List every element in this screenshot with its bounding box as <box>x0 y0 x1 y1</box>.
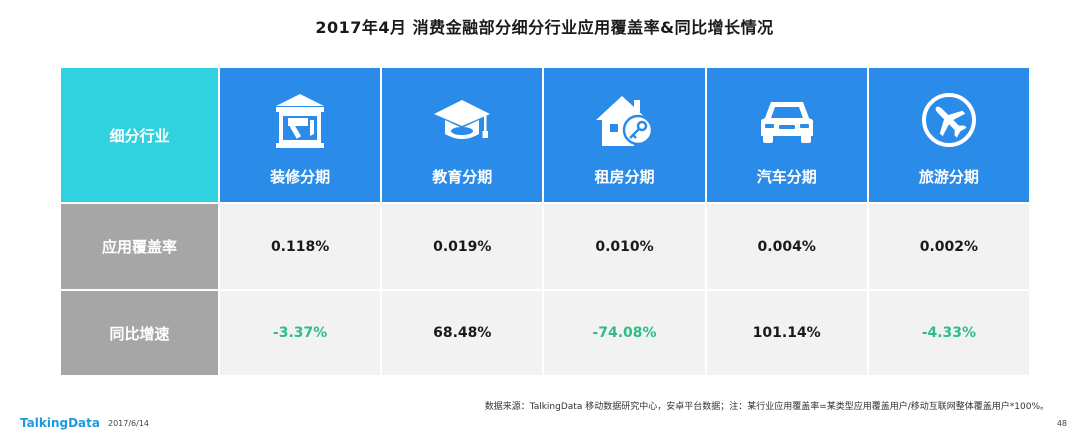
column-header-travel: 旅游分期 <box>868 68 1029 202</box>
brand-logo: TalkingData <box>20 416 100 430</box>
industry-table: 细分行业 装修分期 教育分期 <box>61 68 1029 375</box>
column-header-rental: 租房分期 <box>544 68 705 202</box>
column-header-auto: 汽车分期 <box>706 68 867 202</box>
growth-value-rental: -74.08% <box>544 291 705 375</box>
corner-header: 细分行业 <box>61 68 218 202</box>
column-label: 教育分期 <box>432 168 493 186</box>
column-header-renovation: 装修分期 <box>220 68 381 202</box>
coverage-value-travel: 0.002% <box>868 204 1029 289</box>
car-icon <box>757 90 817 150</box>
graduation-cap-icon <box>432 90 492 150</box>
footer-date: 2017/6/14 <box>108 419 150 428</box>
column-label: 租房分期 <box>594 168 655 186</box>
row-header-coverage: 应用覆盖率 <box>61 204 218 289</box>
growth-value-education: 68.48% <box>382 291 543 375</box>
coverage-value-auto: 0.004% <box>706 204 867 289</box>
growth-value-auto: 101.14% <box>706 291 867 375</box>
coverage-value-education: 0.019% <box>382 204 543 289</box>
house-key-icon <box>594 90 654 150</box>
renovation-icon <box>270 90 330 150</box>
column-label: 装修分期 <box>270 168 331 186</box>
coverage-value-rental: 0.010% <box>544 204 705 289</box>
row-header-growth: 同比增速 <box>61 291 218 375</box>
page-title: 2017年4月 消费金融部分细分行业应用覆盖率&同比增长情况 <box>315 18 774 37</box>
airplane-icon <box>919 90 979 150</box>
growth-value-renovation: -3.37% <box>220 291 381 375</box>
source-note: 数据来源：TalkingData 移动数据研究中心，安卓平台数据；注：某行业应用… <box>484 402 1049 412</box>
column-label: 旅游分期 <box>918 168 979 186</box>
column-header-education: 教育分期 <box>382 68 543 202</box>
growth-value-travel: -4.33% <box>868 291 1029 375</box>
page-number: 48 <box>1056 419 1067 428</box>
column-label: 汽车分期 <box>756 168 817 186</box>
coverage-value-renovation: 0.118% <box>220 204 381 289</box>
